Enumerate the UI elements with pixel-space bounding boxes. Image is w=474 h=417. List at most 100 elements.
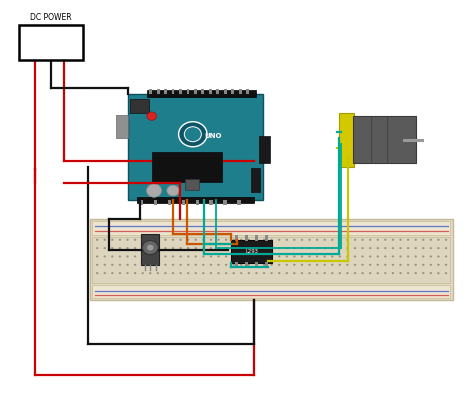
Circle shape: [354, 255, 356, 257]
Circle shape: [180, 264, 182, 266]
Circle shape: [147, 112, 156, 121]
Circle shape: [301, 272, 303, 274]
Circle shape: [316, 272, 319, 274]
Bar: [187, 89, 190, 94]
Circle shape: [263, 264, 265, 266]
Circle shape: [218, 247, 220, 249]
Circle shape: [134, 264, 137, 266]
Bar: [164, 89, 167, 94]
Circle shape: [354, 264, 356, 266]
Bar: [265, 262, 268, 268]
Circle shape: [293, 247, 296, 249]
Circle shape: [157, 264, 159, 266]
Bar: [235, 262, 238, 268]
Circle shape: [339, 247, 341, 249]
Circle shape: [271, 264, 273, 266]
Circle shape: [430, 239, 432, 241]
Circle shape: [157, 272, 159, 274]
Circle shape: [316, 264, 319, 266]
Text: −: −: [51, 35, 66, 53]
Circle shape: [369, 272, 372, 274]
Circle shape: [164, 272, 167, 274]
Circle shape: [172, 255, 174, 257]
Text: +: +: [30, 36, 43, 51]
Circle shape: [293, 255, 296, 257]
Circle shape: [149, 239, 152, 241]
Circle shape: [438, 255, 440, 257]
Circle shape: [346, 239, 349, 241]
Circle shape: [248, 255, 250, 257]
Circle shape: [286, 264, 288, 266]
Circle shape: [126, 272, 129, 274]
Circle shape: [180, 239, 182, 241]
Circle shape: [438, 247, 440, 249]
Circle shape: [146, 184, 162, 197]
Circle shape: [301, 255, 303, 257]
Circle shape: [407, 247, 410, 249]
Circle shape: [142, 247, 144, 249]
Circle shape: [233, 255, 235, 257]
Circle shape: [96, 239, 99, 241]
Bar: [237, 200, 241, 205]
Bar: [128, 94, 263, 200]
Circle shape: [111, 247, 114, 249]
Bar: [231, 240, 272, 263]
Circle shape: [263, 272, 265, 274]
Circle shape: [172, 239, 174, 241]
Bar: [194, 89, 197, 94]
Circle shape: [407, 272, 410, 274]
Circle shape: [324, 255, 326, 257]
Circle shape: [377, 255, 379, 257]
Circle shape: [430, 272, 432, 274]
Circle shape: [248, 264, 250, 266]
Circle shape: [195, 247, 197, 249]
Circle shape: [415, 272, 417, 274]
Circle shape: [331, 255, 334, 257]
Circle shape: [210, 247, 212, 249]
Circle shape: [210, 272, 212, 274]
Circle shape: [225, 239, 228, 241]
Circle shape: [346, 255, 349, 257]
Circle shape: [218, 239, 220, 241]
Circle shape: [422, 272, 425, 274]
Circle shape: [255, 264, 258, 266]
Circle shape: [225, 272, 228, 274]
Circle shape: [331, 272, 334, 274]
Circle shape: [180, 247, 182, 249]
Circle shape: [377, 247, 379, 249]
Circle shape: [134, 272, 137, 274]
Circle shape: [278, 264, 281, 266]
Circle shape: [172, 264, 174, 266]
Circle shape: [126, 264, 129, 266]
Bar: [179, 89, 182, 94]
Bar: [245, 262, 248, 268]
Circle shape: [316, 247, 319, 249]
Circle shape: [111, 272, 114, 274]
Circle shape: [96, 264, 99, 266]
Circle shape: [187, 264, 190, 266]
Circle shape: [400, 264, 402, 266]
Bar: [231, 89, 234, 94]
Text: UNO: UNO: [205, 133, 222, 139]
Circle shape: [180, 272, 182, 274]
Circle shape: [384, 264, 387, 266]
Circle shape: [301, 247, 303, 249]
Circle shape: [126, 239, 129, 241]
Circle shape: [384, 272, 387, 274]
Circle shape: [316, 255, 319, 257]
Circle shape: [179, 122, 207, 147]
Circle shape: [240, 272, 243, 274]
Circle shape: [187, 239, 190, 241]
Text: DC POWER: DC POWER: [30, 13, 72, 22]
Circle shape: [316, 239, 319, 241]
Circle shape: [278, 272, 281, 274]
Bar: [92, 221, 450, 235]
Circle shape: [271, 272, 273, 274]
Bar: [195, 200, 199, 205]
Circle shape: [346, 272, 349, 274]
Circle shape: [248, 239, 250, 241]
Circle shape: [438, 264, 440, 266]
Circle shape: [184, 127, 201, 142]
Bar: [154, 200, 157, 205]
Circle shape: [324, 272, 326, 274]
